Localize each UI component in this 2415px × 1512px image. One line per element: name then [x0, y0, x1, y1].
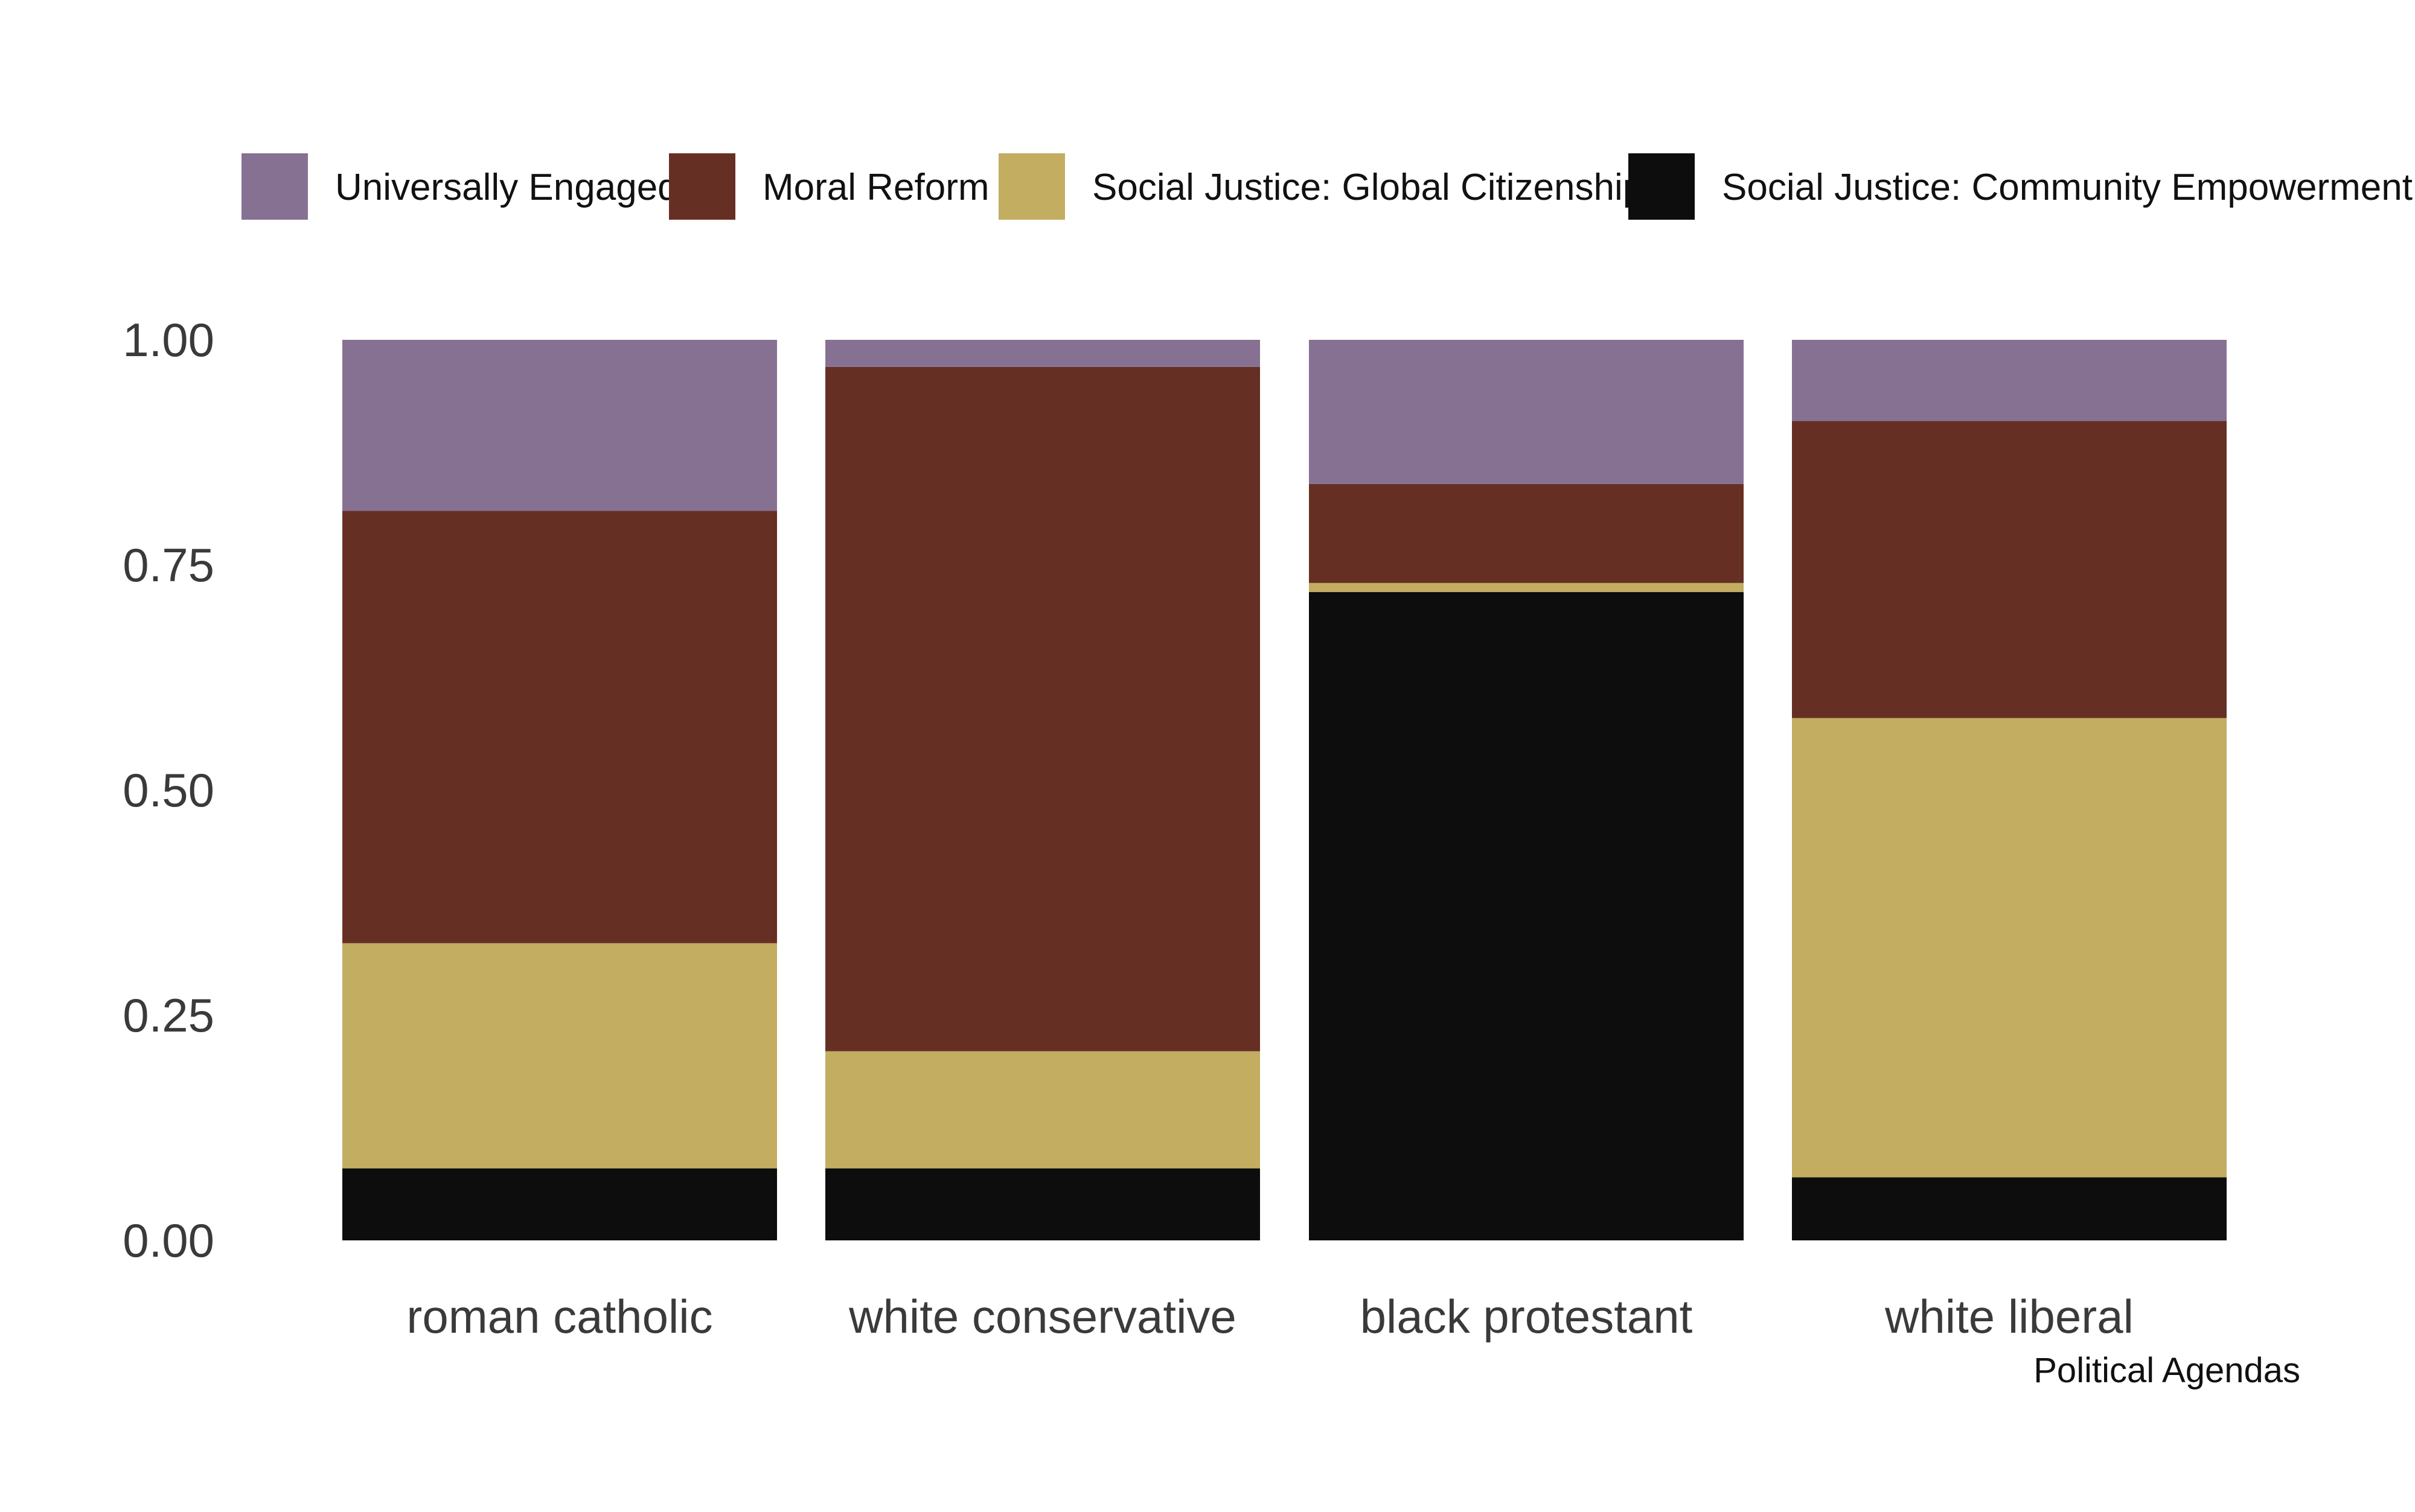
bar-group-black-protestant — [1309, 340, 1744, 1240]
bar-group-white-conservative — [825, 340, 1260, 1240]
legend-swatch — [999, 153, 1065, 220]
x-tick-label: white conservative — [848, 1290, 1236, 1343]
bar-segment-social-justice-global-citizenship — [825, 1051, 1260, 1169]
bar-segment-social-justice-community-empowerment — [1309, 592, 1744, 1240]
x-axis: roman catholic white conservative black pr… — [406, 1290, 2134, 1343]
legend-swatch — [242, 153, 308, 220]
bar-segment-social-justice-community-empowerment — [825, 1168, 1260, 1240]
y-tick-label: 0.25 — [123, 989, 214, 1042]
legend-item-universally-engaged: Universally Engaged — [242, 153, 679, 220]
bar-segment-social-justice-community-empowerment — [1792, 1177, 2227, 1240]
legend-label: Social Justice: Community Empowerment — [1722, 167, 2413, 208]
y-tick-label: 0.75 — [123, 538, 214, 592]
x-tick-label: black protestant — [1360, 1290, 1693, 1343]
legend-label: Moral Reform — [763, 167, 990, 208]
x-tick-label: white liberal — [1884, 1290, 2134, 1343]
legend-item-social-justice-community-empowerment: Social Justice: Community Empowerment — [1628, 153, 2413, 220]
bar-segment-social-justice-community-empowerment — [342, 1168, 777, 1240]
bar-segment-moral-reform — [825, 366, 1260, 1051]
bar-segment-universally-engaged — [342, 340, 777, 511]
chart-caption: Political Agendas — [2033, 1351, 2300, 1390]
y-axis: 0.00 0.25 0.50 0.75 1.00 — [123, 313, 214, 1267]
legend-label: Universally Engaged — [335, 167, 679, 208]
bar-segment-social-justice-global-citizenship — [342, 943, 777, 1169]
bar-segment-social-justice-global-citizenship — [1309, 582, 1744, 592]
legend-swatch — [1628, 153, 1695, 220]
legend-item-moral-reform: Moral Reform — [669, 153, 990, 220]
y-tick-label: 1.00 — [123, 313, 214, 366]
legend-label: Social Justice: Global Citizenship — [1092, 167, 1643, 208]
bar-segment-universally-engaged — [825, 340, 1260, 367]
y-tick-label: 0.00 — [123, 1214, 214, 1267]
bar-segment-moral-reform — [1792, 421, 2227, 718]
bar-segment-universally-engaged — [1792, 340, 2227, 421]
bar-segment-social-justice-global-citizenship — [1792, 718, 2227, 1178]
bar-segment-moral-reform — [1309, 483, 1744, 583]
bar-group-roman-catholic — [342, 340, 777, 1240]
legend: Universally Engaged Moral Reform Social Ju… — [242, 153, 2413, 220]
bars — [342, 340, 2227, 1240]
y-tick-label: 0.50 — [123, 764, 214, 817]
x-tick-label: roman catholic — [406, 1290, 712, 1343]
legend-item-social-justice-global-citizenship: Social Justice: Global Citizenship — [999, 153, 1643, 220]
bar-group-white-liberal — [1792, 340, 2227, 1240]
bar-segment-universally-engaged — [1309, 340, 1744, 484]
legend-swatch — [669, 153, 735, 220]
bar-segment-moral-reform — [342, 511, 777, 943]
